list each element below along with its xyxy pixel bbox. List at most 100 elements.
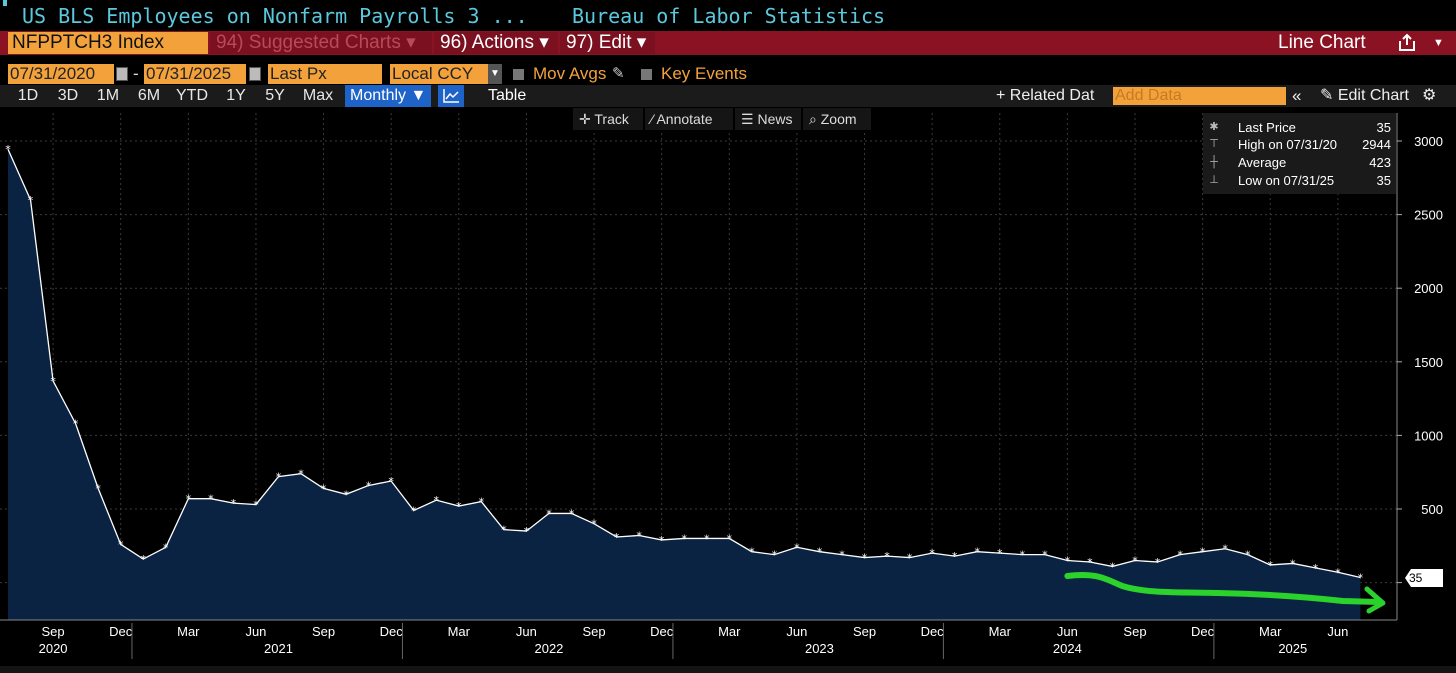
bottom-strip — [0, 666, 1456, 673]
data-point-marker: * — [1267, 559, 1273, 572]
x-tick-label: Dec — [921, 624, 945, 639]
x-tick-label: Jun — [1057, 624, 1078, 639]
title-row — [0, 0, 1456, 31]
track-tool[interactable]: ✛ Track — [573, 108, 643, 130]
data-point-marker: * — [884, 550, 890, 563]
annotation-arrow — [1064, 572, 1382, 605]
data-point-marker: * — [952, 550, 958, 563]
high-marker-icon: ⊤ — [1209, 138, 1219, 150]
news-tool[interactable]: ☰ News — [735, 108, 801, 130]
data-point-marker: * — [208, 493, 214, 506]
period-select[interactable]: Monthly ▼ — [345, 85, 431, 107]
zoom-tool[interactable]: ⌕ Zoom — [803, 108, 871, 130]
range-6m[interactable]: 6M — [137, 87, 161, 104]
related-data-button[interactable]: + Related Dat — [996, 87, 1095, 104]
x-tick-label: Mar — [177, 624, 200, 639]
chevron-down-icon[interactable]: ▼ — [488, 64, 502, 84]
data-point-marker: * — [501, 524, 507, 537]
chart[interactable]: * * * * * * * * * * * * * * * * * * * * * * * * * * * * * * * * * * * * * * * *… — [0, 107, 1456, 667]
pencil-icon: ✎ — [1320, 87, 1338, 104]
data-point-marker: * — [118, 538, 124, 551]
mov-avgs-checkbox[interactable] — [513, 69, 524, 80]
x-year-label: 2025 — [1278, 641, 1307, 656]
range-ytd[interactable]: YTD — [176, 87, 208, 104]
chevron-down-icon[interactable]: ▼ — [1433, 37, 1444, 49]
range-1y[interactable]: 1Y — [226, 87, 246, 104]
gear-icon[interactable]: ⚙ — [1422, 87, 1437, 104]
data-point-marker: * — [1222, 543, 1228, 556]
x-year-label: 2022 — [534, 641, 563, 656]
mov-avgs-label[interactable]: Mov Avgs — [533, 64, 607, 83]
line-chart-icon[interactable] — [438, 85, 464, 107]
key-events-label[interactable]: Key Events — [661, 64, 747, 83]
data-point-marker: * — [140, 553, 146, 566]
pencil-icon[interactable]: ✎ — [612, 65, 625, 82]
data-point-marker: * — [907, 552, 913, 565]
series-line — [7, 148, 1361, 579]
range-max[interactable]: Max — [302, 87, 334, 104]
data-point-marker: * — [862, 552, 868, 565]
range-1d[interactable]: 1D — [17, 87, 39, 104]
data-point-marker: * — [298, 468, 304, 481]
title-edge-mark — [3, 0, 7, 6]
y-tick-label: 1500 — [1414, 355, 1443, 370]
actions-button[interactable]: 96) Actions ▾ — [434, 32, 558, 54]
edit-chart-button[interactable]: ✎ Edit Chart — [1320, 85, 1409, 107]
x-tick-label: Dec — [1191, 624, 1215, 639]
date-separator: - — [133, 64, 139, 83]
range-3d[interactable]: 3D — [57, 87, 79, 104]
y-tick-label: 2000 — [1414, 281, 1443, 296]
x-tick-label: Jun — [516, 624, 537, 639]
data-point-marker: * — [1042, 549, 1048, 562]
x-tick-label: Dec — [650, 624, 674, 639]
annotation-arrowhead — [1364, 586, 1386, 614]
data-point-marker: * — [1065, 555, 1071, 568]
collapse-icon[interactable]: « — [1292, 86, 1302, 105]
data-point-marker: * — [321, 482, 327, 495]
data-point-marker: * — [524, 525, 530, 538]
data-point-marker: * — [434, 494, 440, 507]
currency-select[interactable]: Local CCY — [390, 64, 488, 84]
y-tick-label: 2500 — [1414, 208, 1443, 223]
y-tick-label: 1000 — [1414, 428, 1443, 443]
source-title: Bureau of Labor Statistics — [572, 4, 886, 28]
export-icon[interactable] — [1395, 32, 1419, 54]
edit-button[interactable]: 97) Edit ▾ — [560, 32, 655, 54]
chart-type-label[interactable]: Line Chart — [1278, 32, 1366, 53]
field-select[interactable]: Last Px — [268, 64, 382, 84]
x-tick-label: Mar — [718, 624, 741, 639]
table-button[interactable]: Table — [488, 87, 527, 104]
range-5y[interactable]: 5Y — [265, 87, 285, 104]
data-point-marker: * — [28, 194, 34, 207]
x-year-label: 2023 — [805, 641, 834, 656]
key-events-checkbox[interactable] — [641, 69, 652, 80]
data-point-marker: * — [974, 546, 980, 559]
data-point-marker: * — [343, 488, 349, 501]
end-date-field[interactable]: 07/31/2025 — [144, 64, 246, 84]
data-point-marker: * — [1177, 549, 1183, 562]
data-point-marker: * — [839, 549, 845, 562]
data-point-marker: * — [366, 479, 372, 492]
annotate-tool[interactable]: ⁄ Annotate — [645, 108, 733, 130]
data-point-marker: * — [1200, 546, 1206, 559]
x-tick-label: Sep — [312, 624, 335, 639]
x-tick-label: Jun — [786, 624, 807, 639]
start-date-field[interactable]: 07/31/2020 — [8, 64, 114, 84]
data-point-marker: * — [1087, 556, 1093, 569]
calendar-icon[interactable] — [249, 67, 261, 81]
data-point-marker: * — [997, 547, 1003, 560]
data-point-marker: * — [591, 518, 597, 531]
range-1m[interactable]: 1M — [96, 87, 120, 104]
legend-row-high: ⊤ High on 07/31/20 2944 — [1209, 137, 1391, 152]
x-tick-label: Sep — [582, 624, 605, 639]
data-point-marker: * — [5, 143, 11, 156]
data-point-marker: * — [456, 500, 462, 513]
add-data-input[interactable]: Add Data — [1113, 87, 1286, 105]
x-year-label: 2021 — [264, 641, 293, 656]
data-point-marker: * — [727, 532, 733, 545]
suggested-charts-button[interactable]: 94) Suggested Charts ▾ — [210, 32, 432, 54]
ticker-input[interactable]: NFPPTCH3 Index — [8, 32, 208, 54]
x-tick-label: Mar — [448, 624, 471, 639]
x-tick-label: Sep — [42, 624, 65, 639]
calendar-icon[interactable] — [116, 67, 128, 81]
